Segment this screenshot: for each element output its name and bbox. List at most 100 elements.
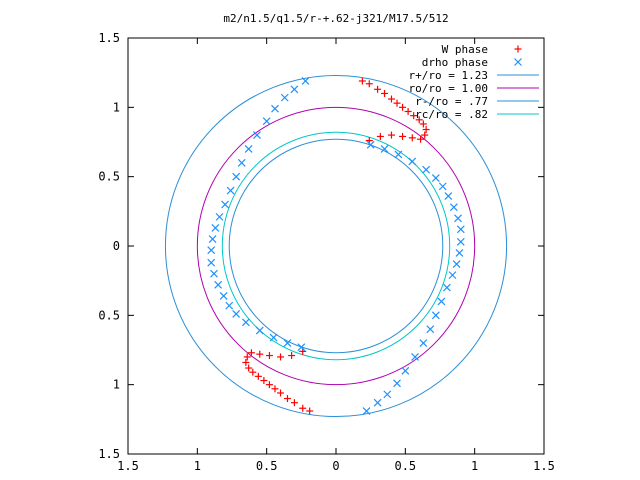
drho-phase-point <box>362 407 371 415</box>
y-tick-label: 0 <box>113 239 120 253</box>
drho-phase-point <box>452 260 461 268</box>
drho-phase-point <box>301 77 310 85</box>
y-tick-label: 1 <box>113 100 120 114</box>
drho-phase-point <box>297 343 306 352</box>
drho-phase-point <box>207 258 216 267</box>
drho-phase-point <box>241 318 250 327</box>
w-phase-point <box>242 358 250 366</box>
y-tick-label: 0.5 <box>98 308 120 322</box>
w-phase-point <box>408 134 416 142</box>
axis-ticks: 1.5 1 0.5 0 0.5 1 1.51.510.500.511.5 <box>98 31 555 473</box>
drho-phase-point <box>456 237 465 246</box>
x-tick-label: 1 <box>194 459 201 473</box>
w-phase-point <box>288 352 296 360</box>
drho-phase-point <box>454 214 462 223</box>
w-phase-point <box>265 352 273 360</box>
legend-label: r-/ro = .77 <box>415 95 488 108</box>
w-phase-point <box>277 389 285 397</box>
drho-phase-point <box>373 398 382 407</box>
w-phase-point <box>387 131 395 139</box>
drho-phase-point <box>444 192 453 201</box>
drho-phase-point <box>255 326 264 335</box>
drho-phase-point <box>438 182 447 191</box>
drho-phase-point <box>232 310 241 318</box>
w-phase-point <box>376 132 384 140</box>
w-phase-point <box>299 404 307 412</box>
drho-phase-point <box>394 150 403 159</box>
drho-phase-point <box>422 165 431 174</box>
w-phase-point <box>419 120 427 128</box>
x-tick-label: 0 <box>332 459 339 473</box>
w-phase-point <box>260 377 268 385</box>
drho-phase-point <box>232 172 241 181</box>
w-phase-point <box>399 103 407 111</box>
drho-phase-point <box>225 301 234 310</box>
x-tick-label: 0.5 <box>394 459 416 473</box>
drho-phase-point <box>431 311 440 320</box>
drho-phase-point <box>283 339 292 347</box>
drho-phase-point <box>271 104 279 113</box>
w-phase-point <box>421 131 429 139</box>
y-tick-label: 1.5 <box>98 31 120 45</box>
drho-phase-point <box>449 203 458 212</box>
y-tick-label: 1.5 <box>98 447 120 461</box>
legend-label: drho phase <box>422 56 488 69</box>
w-phase-point <box>387 95 395 103</box>
drho-phase-point <box>290 85 299 94</box>
w-phase-point <box>283 395 291 403</box>
drho-phase-point <box>211 224 220 232</box>
w-phase-point <box>381 89 389 97</box>
w-phase-point <box>271 385 279 393</box>
data-markers <box>207 77 465 415</box>
drho-phase-point <box>366 140 375 149</box>
legend-label: r+/ro = 1.23 <box>409 69 488 82</box>
x-tick-label: 1.5 <box>117 459 139 473</box>
drho-phase-point <box>455 249 464 257</box>
legend-label: ro/ro = 1.00 <box>409 82 488 95</box>
x-tick-label: 1.5 <box>533 459 555 473</box>
drho-phase-point <box>226 186 235 195</box>
drho-phase-point <box>215 212 224 221</box>
drho-phase-point <box>221 200 229 209</box>
chart-title: m2/n1.5/q1.5/r-+.62-j321/M17.5/512 <box>223 12 448 25</box>
y-tick-label: 0.5 <box>98 170 120 184</box>
w-phase-point <box>256 350 264 358</box>
drho-phase-point <box>393 379 401 388</box>
legend-marker-sample <box>514 58 522 66</box>
drho-phase-point <box>262 117 271 126</box>
drho-phase-point <box>408 157 417 166</box>
drho-phase-point <box>208 235 217 243</box>
y-tick-label: 1 <box>113 378 120 392</box>
w-phase-point <box>249 368 257 376</box>
circle-r-ro-77 <box>228 138 444 354</box>
w-phase-point <box>306 407 314 415</box>
drho-phase-point <box>380 145 389 153</box>
drho-phase-point <box>280 93 289 102</box>
drho-phase-point <box>210 269 218 278</box>
drho-phase-point <box>383 390 392 399</box>
reference-circles <box>164 74 508 418</box>
w-phase-point <box>417 135 425 143</box>
w-phase-point <box>404 107 412 115</box>
w-phase-point <box>245 364 253 372</box>
legend-marker-sample <box>514 45 522 53</box>
circle-r-ro-1-23 <box>164 74 508 418</box>
drho-phase-point <box>214 280 223 289</box>
w-phase-point <box>243 353 251 361</box>
w-phase-point <box>247 349 255 357</box>
w-phase-point <box>374 85 382 93</box>
drho-phase-point <box>207 246 216 255</box>
drho-phase-point <box>448 271 457 280</box>
w-phase-point <box>399 132 407 140</box>
circle-rc-ro-82 <box>221 131 451 361</box>
w-phase-point <box>358 77 366 85</box>
x-tick-label: 0.5 <box>256 459 278 473</box>
w-phase-point <box>415 116 423 124</box>
x-tick-label: 1 <box>471 459 478 473</box>
drho-phase-point <box>411 353 419 361</box>
drho-phase-point <box>419 339 428 347</box>
drho-phase-point <box>456 225 465 234</box>
w-phase-point <box>365 80 373 88</box>
